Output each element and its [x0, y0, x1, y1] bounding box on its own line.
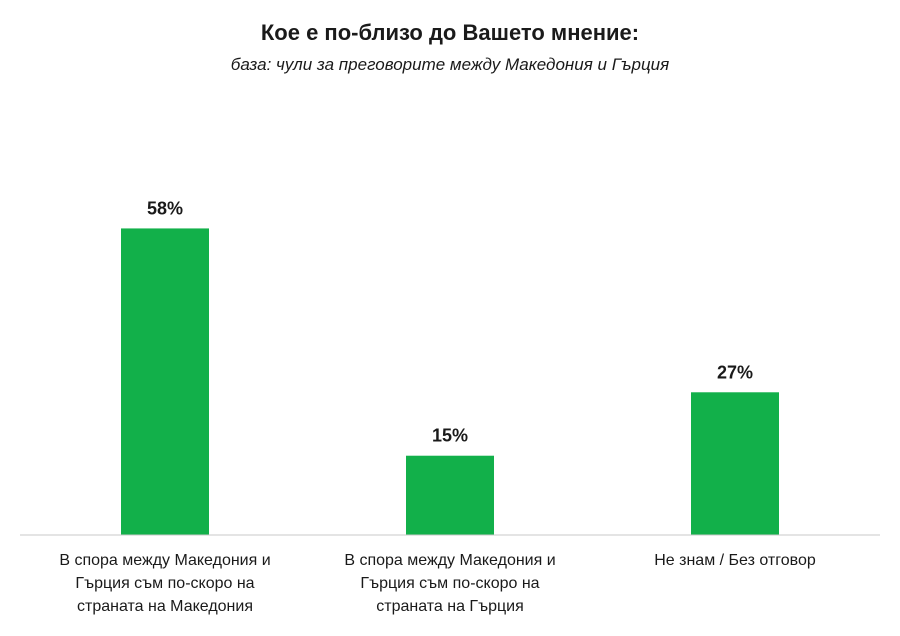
category-label-line: Гърция съм по-скоро на [360, 575, 539, 592]
category-label-3: Не знам / Без отговор [654, 552, 816, 569]
bar-3 [691, 392, 779, 535]
category-label-2: В спора между Македония и Гърция съм по-с… [344, 552, 555, 615]
category-label-1: В спора между Македония и Гърция съм по-с… [59, 552, 270, 615]
category-label-line: страната на Македония [77, 598, 253, 615]
category-label-line: В спора между Македония и [344, 552, 555, 569]
value-label-1: 58% [147, 198, 183, 218]
bar-2 [406, 455, 494, 535]
value-label-3: 27% [717, 362, 753, 382]
category-label-line: Гърция съм по-скоро на [75, 575, 254, 592]
chart-subtitle: база: чули за преговорите между Македони… [231, 55, 669, 74]
value-label-2: 15% [432, 426, 468, 446]
category-label-line: Не знам / Без отговор [654, 552, 816, 569]
category-label-line: В спора между Македония и [59, 552, 270, 569]
chart-title: Кое е по-близо до Вашето мнение: [261, 20, 639, 45]
bar-1 [121, 228, 209, 535]
bars-group: 58% 15% 27% [121, 198, 779, 535]
category-label-line: страната на Гърция [376, 598, 524, 615]
category-labels-group: В спора между Македония и Гърция съм по-с… [59, 552, 816, 615]
